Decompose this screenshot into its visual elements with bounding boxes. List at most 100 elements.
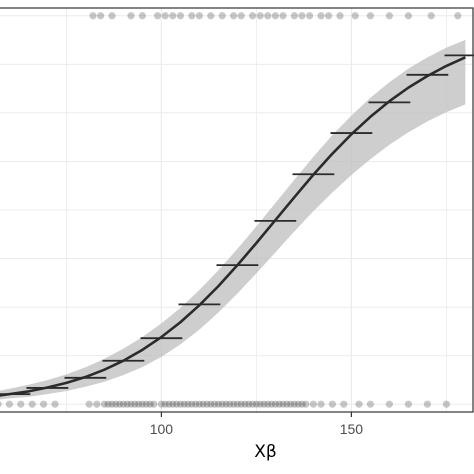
observation-point-y1 xyxy=(325,12,333,20)
observation-point-y0 xyxy=(108,400,116,408)
observation-point-y1 xyxy=(404,12,412,20)
observation-point-y1 xyxy=(230,12,238,20)
observation-point-y0 xyxy=(256,400,264,408)
observation-point-y1 xyxy=(218,12,226,20)
observation-point-y1 xyxy=(108,12,116,20)
observation-point-y1 xyxy=(127,12,135,20)
observation-point-y0 xyxy=(119,400,127,408)
observation-point-y0 xyxy=(366,400,374,408)
observation-point-y0 xyxy=(214,400,222,408)
observation-point-y1 xyxy=(279,12,287,20)
confidence-band xyxy=(0,39,466,400)
observation-point-y0 xyxy=(93,400,101,408)
observation-point-y0 xyxy=(188,400,196,408)
observation-point-y0 xyxy=(302,400,310,408)
observation-point-y0 xyxy=(230,400,238,408)
observation-point-y0 xyxy=(328,400,336,408)
observation-point-y0 xyxy=(161,400,169,408)
observation-point-y1 xyxy=(351,12,359,20)
observation-point-y1 xyxy=(207,12,215,20)
observation-point-y0 xyxy=(271,400,279,408)
observation-point-y0 xyxy=(317,400,325,408)
observation-point-y1 xyxy=(176,12,184,20)
observation-point-y1 xyxy=(454,12,462,20)
observation-point-y1 xyxy=(298,12,306,20)
x-tick-label: 150 xyxy=(340,421,364,437)
observation-point-y1 xyxy=(97,12,105,20)
observation-point-y0 xyxy=(165,400,173,408)
binned-means xyxy=(0,54,474,396)
observation-point-y0 xyxy=(127,400,135,408)
observation-point-y0 xyxy=(423,400,431,408)
observation-point-y1 xyxy=(306,12,314,20)
observation-point-y0 xyxy=(40,400,48,408)
observation-point-y0 xyxy=(5,400,13,408)
panel-border xyxy=(0,7,474,413)
observation-point-y0 xyxy=(309,400,317,408)
observation-point-y0 xyxy=(138,400,146,408)
observation-point-y0 xyxy=(157,400,165,408)
observation-point-y1 xyxy=(138,12,146,20)
observation-point-y0 xyxy=(283,400,291,408)
observation-point-y0 xyxy=(180,400,188,408)
observation-point-y0 xyxy=(142,400,150,408)
observation-point-y0 xyxy=(340,400,348,408)
observation-point-y0 xyxy=(355,400,363,408)
observation-point-y1 xyxy=(366,12,374,20)
observation-point-y0 xyxy=(279,400,287,408)
observation-point-y0 xyxy=(442,400,450,408)
observation-point-y0 xyxy=(104,400,112,408)
observation-point-y0 xyxy=(385,400,393,408)
observation-point-y0 xyxy=(131,400,139,408)
fitted-line xyxy=(0,56,466,397)
observation-point-y0 xyxy=(112,400,120,408)
observation-point-y0 xyxy=(226,400,234,408)
observation-point-y0 xyxy=(116,400,124,408)
observation-point-y1 xyxy=(427,12,435,20)
observation-point-y0 xyxy=(135,400,143,408)
observation-point-y1 xyxy=(89,12,97,20)
observation-point-y0 xyxy=(150,400,158,408)
observation-point-y0 xyxy=(237,400,245,408)
observation-point-y0 xyxy=(199,400,207,408)
observation-point-y0 xyxy=(404,400,412,408)
observation-point-y1 xyxy=(195,12,203,20)
fitted-curve xyxy=(0,56,466,397)
observation-point-y0 xyxy=(275,400,283,408)
observation-point-y0 xyxy=(241,400,249,408)
observation-point-y0 xyxy=(287,400,295,408)
observation-point-y1 xyxy=(237,12,245,20)
observation-point-y0 xyxy=(252,400,260,408)
observation-point-y0 xyxy=(0,401,2,408)
observation-point-y1 xyxy=(271,12,279,20)
observation-point-y0 xyxy=(85,400,93,408)
observation-point-y0 xyxy=(290,400,298,408)
observation-point-y0 xyxy=(218,400,226,408)
observation-point-y0 xyxy=(17,400,25,408)
observation-point-y1 xyxy=(317,12,325,20)
x-axis: 100 150 xyxy=(150,412,364,437)
observation-point-y0 xyxy=(169,400,177,408)
observation-point-y0 xyxy=(245,400,253,408)
x-tick-label: 100 xyxy=(150,421,174,437)
observation-point-y1 xyxy=(169,12,177,20)
observation-point-y0 xyxy=(207,400,215,408)
observation-point-y0 xyxy=(184,400,192,408)
confidence-ribbon xyxy=(0,39,466,400)
observation-point-y1 xyxy=(161,12,169,20)
observation-point-y1 xyxy=(256,12,264,20)
observation-point-y0 xyxy=(260,400,268,408)
x-axis-title: Xβ xyxy=(254,442,277,462)
observation-point-y0 xyxy=(268,400,276,408)
observation-point-y1 xyxy=(188,12,196,20)
observation-point-y0 xyxy=(203,400,211,408)
observation-point-y1 xyxy=(290,12,298,20)
observation-point-y0 xyxy=(173,400,181,408)
observation-point-y0 xyxy=(249,400,257,408)
observation-point-y0 xyxy=(211,400,219,408)
observation-point-y0 xyxy=(298,400,306,408)
gridlines xyxy=(0,8,473,412)
observation-points xyxy=(0,12,462,408)
